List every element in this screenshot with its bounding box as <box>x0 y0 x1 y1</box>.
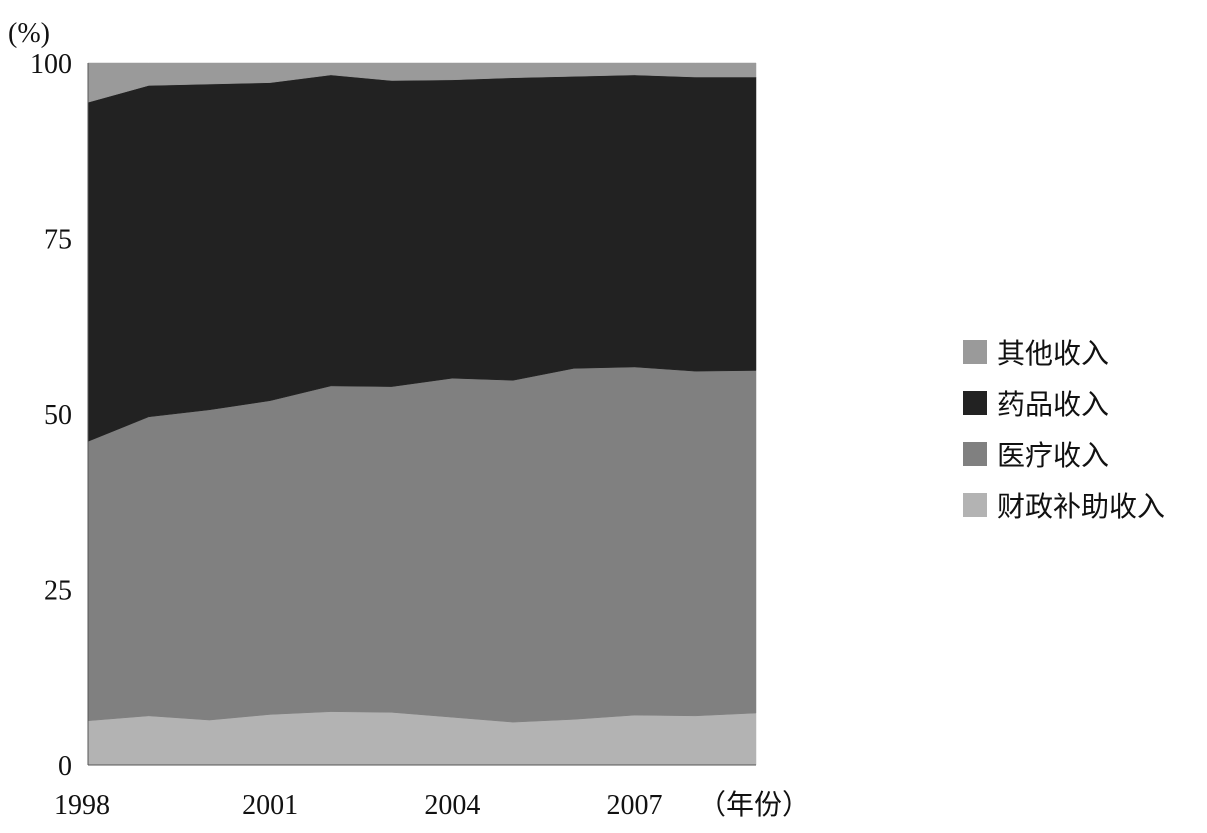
area-layers <box>87 62 757 766</box>
y-tick-label: 75 <box>44 225 72 256</box>
x-tick-label: 2001 <box>242 790 298 821</box>
y-tick-label: 50 <box>44 400 72 431</box>
area-series-0 <box>87 711 757 766</box>
x-axis-unit-label: （年份） <box>698 789 810 821</box>
legend-label: 药品收入 <box>997 388 1109 421</box>
y-axis-unit-label: (%) <box>8 18 50 49</box>
legend-label: 财政补助收入 <box>997 490 1165 523</box>
legend-label: 医疗收入 <box>997 439 1109 472</box>
legend-label: 其他收入 <box>997 337 1109 370</box>
legend-swatch <box>963 493 987 517</box>
x-tick-label: 2007 <box>607 790 663 821</box>
x-tick-label: 2004 <box>424 790 480 821</box>
area-series-3 <box>87 62 757 103</box>
legend-swatch <box>963 340 987 364</box>
tick-labels: 0 25 50 75 100 1998 2001 2004 2007 <box>30 49 663 821</box>
y-tick-label: 0 <box>58 751 72 782</box>
x-tick-label: 1998 <box>54 790 110 821</box>
y-tick-label: 25 <box>44 576 72 607</box>
area-series-1 <box>87 366 757 723</box>
legend-swatch <box>963 442 987 466</box>
legend-swatch <box>963 391 987 415</box>
y-tick-label: 100 <box>30 49 72 80</box>
axes <box>87 63 756 766</box>
